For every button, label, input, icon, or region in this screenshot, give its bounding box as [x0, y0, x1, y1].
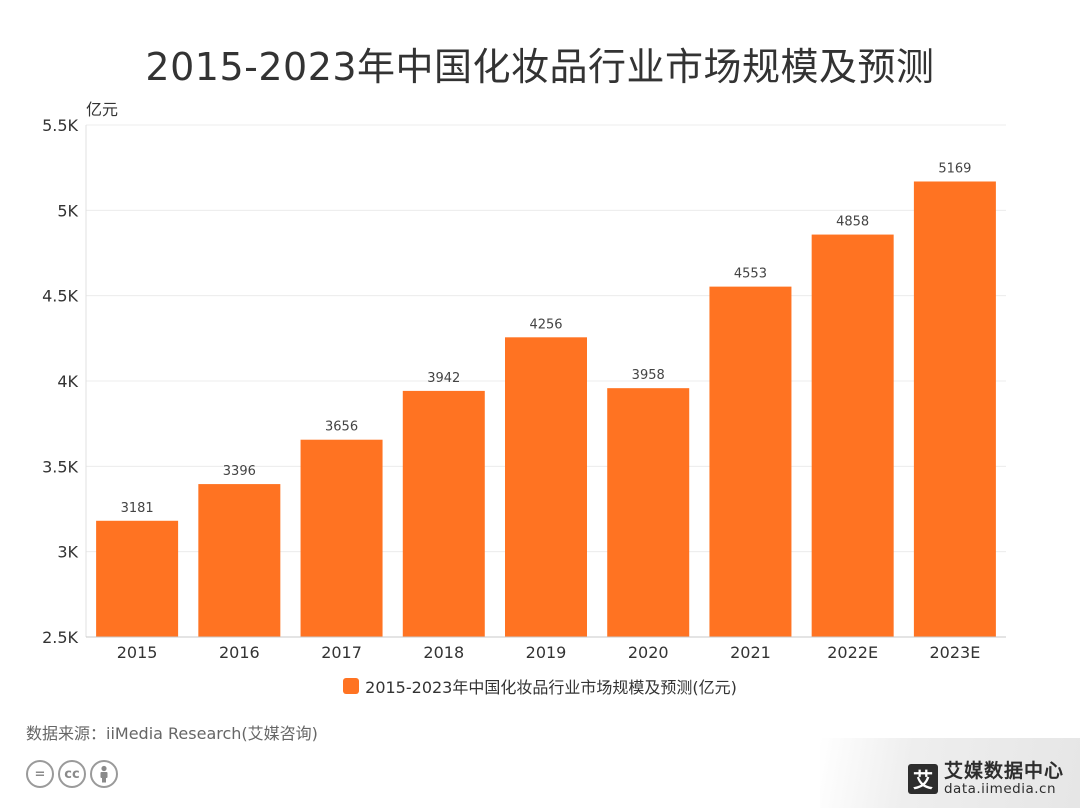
nd-icon: = — [26, 760, 54, 788]
brand-watermark: 艾 艾媒数据中心 data.iimedia.cn — [907, 759, 1064, 797]
data-label-2020: 3958 — [632, 368, 665, 383]
data-label-2023E: 5169 — [938, 161, 971, 176]
data-label-2016: 3396 — [223, 464, 256, 479]
y-tick-label: 3K — [57, 543, 78, 562]
chart-title: 2015-2023年中国化妆品行业市场规模及预测 — [145, 45, 935, 89]
brand-background — [820, 738, 1080, 808]
bar-chart: 2.5K 3K 3.5K 4K 4.5K 5K 5.5K 亿元 3181 3396 3656 394… — [42, 100, 1006, 662]
y-tick-label: 5.5K — [42, 116, 78, 135]
x-tick-label: 2021 — [730, 643, 771, 662]
x-tick-label: 2022E — [827, 643, 878, 662]
legend[interactable]: 2015-2023年中国化妆品行业市场规模及预测(亿元) — [0, 674, 1080, 698]
bars: 3181 3396 3656 3942 4256 3958 4553 4858 5169 — [96, 161, 996, 637]
x-tick-label: 2020 — [628, 643, 669, 662]
data-label-2022E: 4858 — [836, 215, 869, 230]
brand-logo-icon: 艾 — [907, 763, 938, 794]
y-tick-label: 3.5K — [42, 457, 78, 476]
by-person-icon — [90, 760, 118, 788]
license-icons: = cc — [26, 760, 118, 788]
y-tick-label: 4.5K — [42, 287, 78, 306]
y-axis: 2.5K 3K 3.5K 4K 4.5K 5K 5.5K 亿元 — [42, 100, 118, 647]
x-tick-label: 2018 — [423, 643, 464, 662]
bar-2018[interactable] — [402, 390, 485, 637]
data-label-2021: 4553 — [734, 267, 767, 282]
x-axis: 2015 2016 2017 2018 2019 2020 2021 2022E 2023E — [86, 636, 1006, 662]
legend-label: 2015-2023年中国化妆品行业市场规模及预测(亿元) — [365, 678, 737, 697]
y-axis-unit-label: 亿元 — [86, 100, 118, 119]
bar-2020[interactable] — [607, 388, 690, 637]
y-tick-label: 2.5K — [42, 628, 78, 647]
x-tick-label: 2019 — [526, 643, 567, 662]
x-tick-label: 2017 — [321, 643, 362, 662]
brand-url: data.iimedia.cn — [943, 780, 1057, 797]
bar-2015[interactable] — [96, 520, 179, 637]
y-tick-label: 4K — [57, 372, 78, 391]
bar-2016[interactable] — [198, 484, 281, 637]
brand-name: 艾媒数据中心 — [943, 759, 1064, 782]
data-label-2018: 3942 — [427, 371, 460, 386]
bar-2022E[interactable] — [811, 234, 894, 637]
y-tick-label: 5K — [57, 201, 78, 220]
data-label-2019: 4256 — [529, 317, 562, 332]
bar-2017[interactable] — [300, 439, 383, 637]
cc-icon: cc — [58, 760, 86, 788]
bar-2021[interactable] — [709, 286, 792, 637]
x-tick-label: 2015 — [117, 643, 158, 662]
source-note: 数据来源：iiMedia Research(艾媒咨询) — [26, 724, 318, 743]
data-label-2015: 3181 — [121, 501, 154, 516]
legend-swatch — [343, 678, 360, 694]
x-tick-label: 2016 — [219, 643, 260, 662]
x-tick-label: 2023E — [929, 643, 980, 662]
bar-2019[interactable] — [505, 337, 587, 637]
data-label-2017: 3656 — [325, 420, 358, 435]
bar-2023E[interactable] — [913, 181, 996, 637]
